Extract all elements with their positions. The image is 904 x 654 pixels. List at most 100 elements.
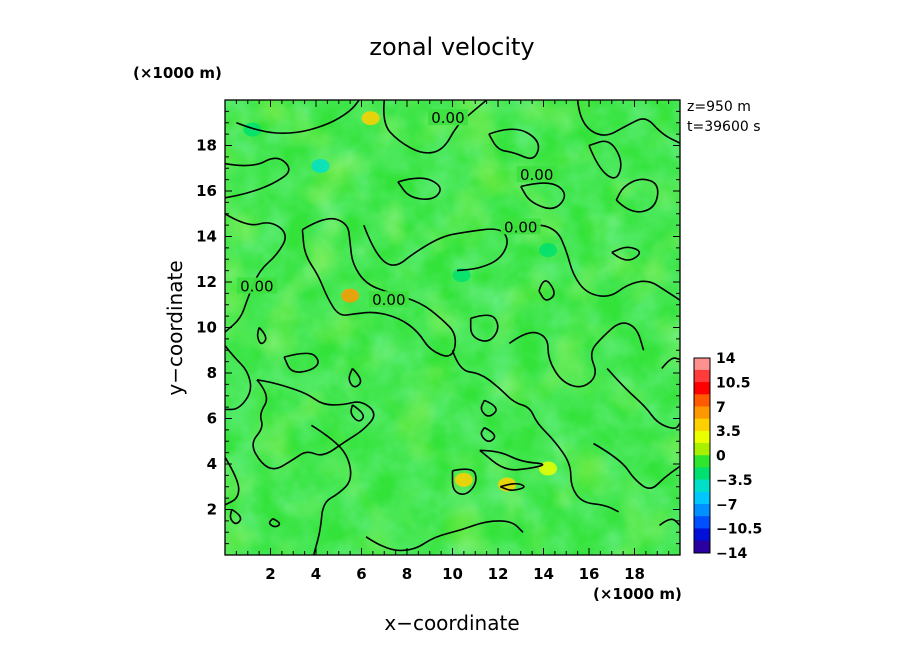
contour-line bbox=[520, 182, 566, 210]
y-axis-ticks: 2 4 6 8 10 12 14 16 18 bbox=[196, 110, 680, 545]
x-tick-label: 2 bbox=[265, 565, 275, 583]
contour-line bbox=[350, 404, 365, 422]
x-axis-ticks: 2 4 6 8 10 12 14 16 18 bbox=[235, 100, 670, 583]
colorbar-swatch bbox=[693, 528, 711, 542]
x-tick-label: 8 bbox=[402, 565, 412, 583]
contour-line bbox=[397, 177, 441, 200]
y-tick-label: 6 bbox=[207, 410, 217, 428]
y-tick-label: 14 bbox=[196, 228, 217, 246]
contour-line bbox=[588, 140, 622, 179]
contour-line bbox=[480, 426, 496, 443]
contour-line bbox=[606, 367, 680, 429]
contour-line bbox=[365, 520, 524, 552]
contour-line bbox=[256, 326, 267, 345]
colorbar-label: −3.5 bbox=[716, 473, 753, 489]
extremum-blob bbox=[243, 122, 262, 137]
colorbar-swatch bbox=[693, 382, 711, 395]
x-tick-label: 4 bbox=[311, 565, 321, 583]
contour-line bbox=[348, 367, 362, 388]
contour-line bbox=[593, 442, 680, 489]
contour-label: 0.00 bbox=[372, 291, 405, 309]
colorbar-label: 3.5 bbox=[716, 424, 741, 440]
extremum-blob bbox=[539, 243, 558, 258]
x-tick-label: 6 bbox=[356, 565, 366, 583]
y-unit-label: (×1000 m) bbox=[133, 64, 222, 82]
y-tick-label: 8 bbox=[207, 364, 217, 382]
contour-line bbox=[225, 345, 252, 411]
contour-line bbox=[310, 424, 352, 555]
y-tick-label: 10 bbox=[196, 319, 217, 337]
contour-line bbox=[502, 224, 680, 301]
contour-line bbox=[661, 357, 680, 369]
contour-label: 0.00 bbox=[520, 166, 553, 184]
contour-line bbox=[611, 246, 641, 261]
chart-title: zonal velocity bbox=[369, 33, 534, 61]
colorbar-swatch bbox=[693, 516, 711, 529]
y-axis-label: y−coordinate bbox=[163, 260, 187, 395]
x-axis-label: x−coordinate bbox=[384, 611, 519, 635]
info-z: z=950 m bbox=[687, 99, 751, 115]
colorbar-label: 10.5 bbox=[716, 375, 751, 391]
contour-line bbox=[301, 217, 457, 357]
colorbar-label: −14 bbox=[716, 546, 747, 562]
x-tick-label: 16 bbox=[579, 565, 600, 583]
contour-line bbox=[480, 399, 497, 417]
contour-line bbox=[615, 178, 659, 213]
x-tick-label: 14 bbox=[533, 565, 554, 583]
x-tick-label: 10 bbox=[442, 565, 463, 583]
contour-line bbox=[268, 517, 281, 528]
colorbar-label: −7 bbox=[716, 497, 737, 513]
contour-label: 0.00 bbox=[240, 278, 273, 296]
info-t: t=39600 s bbox=[687, 119, 761, 135]
x-unit-label: (×1000 m) bbox=[593, 585, 682, 603]
colorbar-swatch bbox=[693, 357, 711, 371]
contour-label-bg bbox=[236, 277, 277, 294]
contour-label: 0.00 bbox=[504, 218, 537, 236]
contour-line bbox=[659, 518, 680, 527]
contour-label-bg bbox=[500, 218, 541, 235]
contour-line bbox=[488, 128, 540, 160]
colorbar: 14 10.5 7 3.5 0 −3.5 −7 −10.5 −14 bbox=[693, 351, 762, 562]
colorbar-swatch bbox=[693, 479, 711, 493]
contour-line bbox=[236, 100, 360, 134]
contour-labels: 0.00 0.00 0.00 0.00 0.00 bbox=[236, 109, 557, 309]
y-tick-label: 18 bbox=[196, 137, 217, 155]
contour-line bbox=[479, 449, 544, 471]
y-tick-label: 12 bbox=[196, 273, 217, 291]
colorbar-swatch bbox=[693, 406, 711, 420]
contour-label-bg bbox=[368, 291, 409, 308]
contour-line bbox=[252, 379, 375, 470]
contour-line bbox=[363, 224, 508, 272]
extremum-blob bbox=[311, 158, 330, 173]
colorbar-label: −10.5 bbox=[716, 522, 762, 538]
contour-line bbox=[508, 322, 645, 388]
colorbar-swatch bbox=[693, 467, 711, 481]
contour-label: 0.00 bbox=[431, 109, 464, 127]
contour-line bbox=[576, 100, 680, 144]
y-tick-label: 16 bbox=[196, 182, 217, 200]
contour-line bbox=[229, 508, 242, 525]
x-tick-label: 18 bbox=[624, 565, 645, 583]
colorbar-label: 0 bbox=[716, 449, 726, 465]
extremum-blob bbox=[454, 472, 473, 487]
contour-line bbox=[283, 352, 319, 373]
contour-line bbox=[451, 350, 619, 513]
colorbar-swatch bbox=[693, 430, 711, 444]
contour-line bbox=[451, 468, 477, 495]
contour-line bbox=[225, 456, 240, 506]
colorbar-swatch bbox=[693, 443, 711, 456]
plot-area: 0.00 0.00 0.00 0.00 0.00 bbox=[225, 100, 680, 555]
extremum-blob bbox=[452, 268, 471, 283]
contour-line bbox=[500, 482, 525, 491]
colorbar-label: 7 bbox=[716, 400, 726, 416]
y-tick-label: 2 bbox=[207, 501, 217, 519]
colorbar-swatch bbox=[693, 369, 711, 383]
contour-lines bbox=[225, 100, 680, 555]
colorbar-swatch bbox=[693, 455, 711, 468]
x-tick-label: 12 bbox=[488, 565, 509, 583]
contour-line bbox=[538, 280, 555, 301]
colorbar-swatch bbox=[693, 394, 711, 407]
contour-label-bg bbox=[427, 109, 468, 126]
contour-line bbox=[225, 157, 290, 199]
